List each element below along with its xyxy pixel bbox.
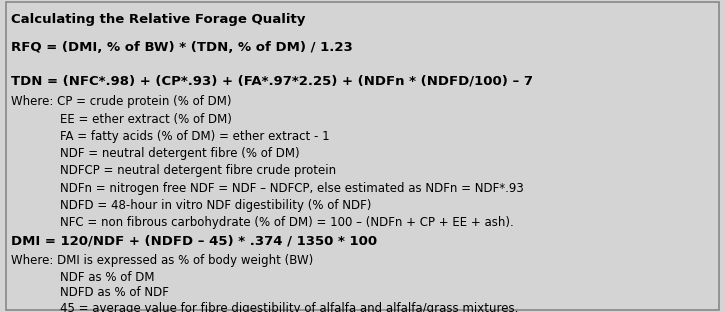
- Text: TDN = (NFC*.98) + (CP*.93) + (FA*.97*2.25) + (NDFn * (NDFD/100) – 7: TDN = (NFC*.98) + (CP*.93) + (FA*.97*2.2…: [11, 74, 533, 87]
- Text: NDFD as % of NDF: NDFD as % of NDF: [60, 286, 169, 300]
- Text: DMI = 120/NDF + (NDFD – 45) * .374 / 1350 * 100: DMI = 120/NDF + (NDFD – 45) * .374 / 135…: [11, 235, 377, 248]
- Text: NDFn = nitrogen free NDF = NDF – NDFCP, else estimated as NDFn = NDF*.93: NDFn = nitrogen free NDF = NDF – NDFCP, …: [60, 182, 524, 195]
- Text: NDFD = 48-hour in vitro NDF digestibility (% of NDF): NDFD = 48-hour in vitro NDF digestibilit…: [60, 199, 371, 212]
- Text: NDFCP = neutral detergent fibre crude protein: NDFCP = neutral detergent fibre crude pr…: [60, 164, 336, 178]
- Text: Where: CP = crude protein (% of DM): Where: CP = crude protein (% of DM): [11, 95, 231, 108]
- Text: Calculating the Relative Forage Quality: Calculating the Relative Forage Quality: [11, 13, 305, 26]
- Text: FA = fatty acids (% of DM) = ether extract - 1: FA = fatty acids (% of DM) = ether extra…: [60, 130, 330, 143]
- Text: EE = ether extract (% of DM): EE = ether extract (% of DM): [60, 113, 232, 126]
- Text: NDF as % of DM: NDF as % of DM: [60, 271, 154, 284]
- Text: Where: DMI is expressed as % of body weight (BW): Where: DMI is expressed as % of body wei…: [11, 254, 313, 267]
- Text: NDF = neutral detergent fibre (% of DM): NDF = neutral detergent fibre (% of DM): [60, 147, 300, 160]
- Text: 45 = average value for fibre digestibility of alfalfa and alfalfa/grass mixtures: 45 = average value for fibre digestibili…: [60, 302, 518, 312]
- FancyBboxPatch shape: [6, 2, 719, 310]
- Text: RFQ = (DMI, % of BW) * (TDN, % of DM) / 1.23: RFQ = (DMI, % of BW) * (TDN, % of DM) / …: [11, 41, 352, 54]
- Text: NFC = non fibrous carbohydrate (% of DM) = 100 – (NDFn + CP + EE + ash).: NFC = non fibrous carbohydrate (% of DM)…: [60, 216, 514, 229]
